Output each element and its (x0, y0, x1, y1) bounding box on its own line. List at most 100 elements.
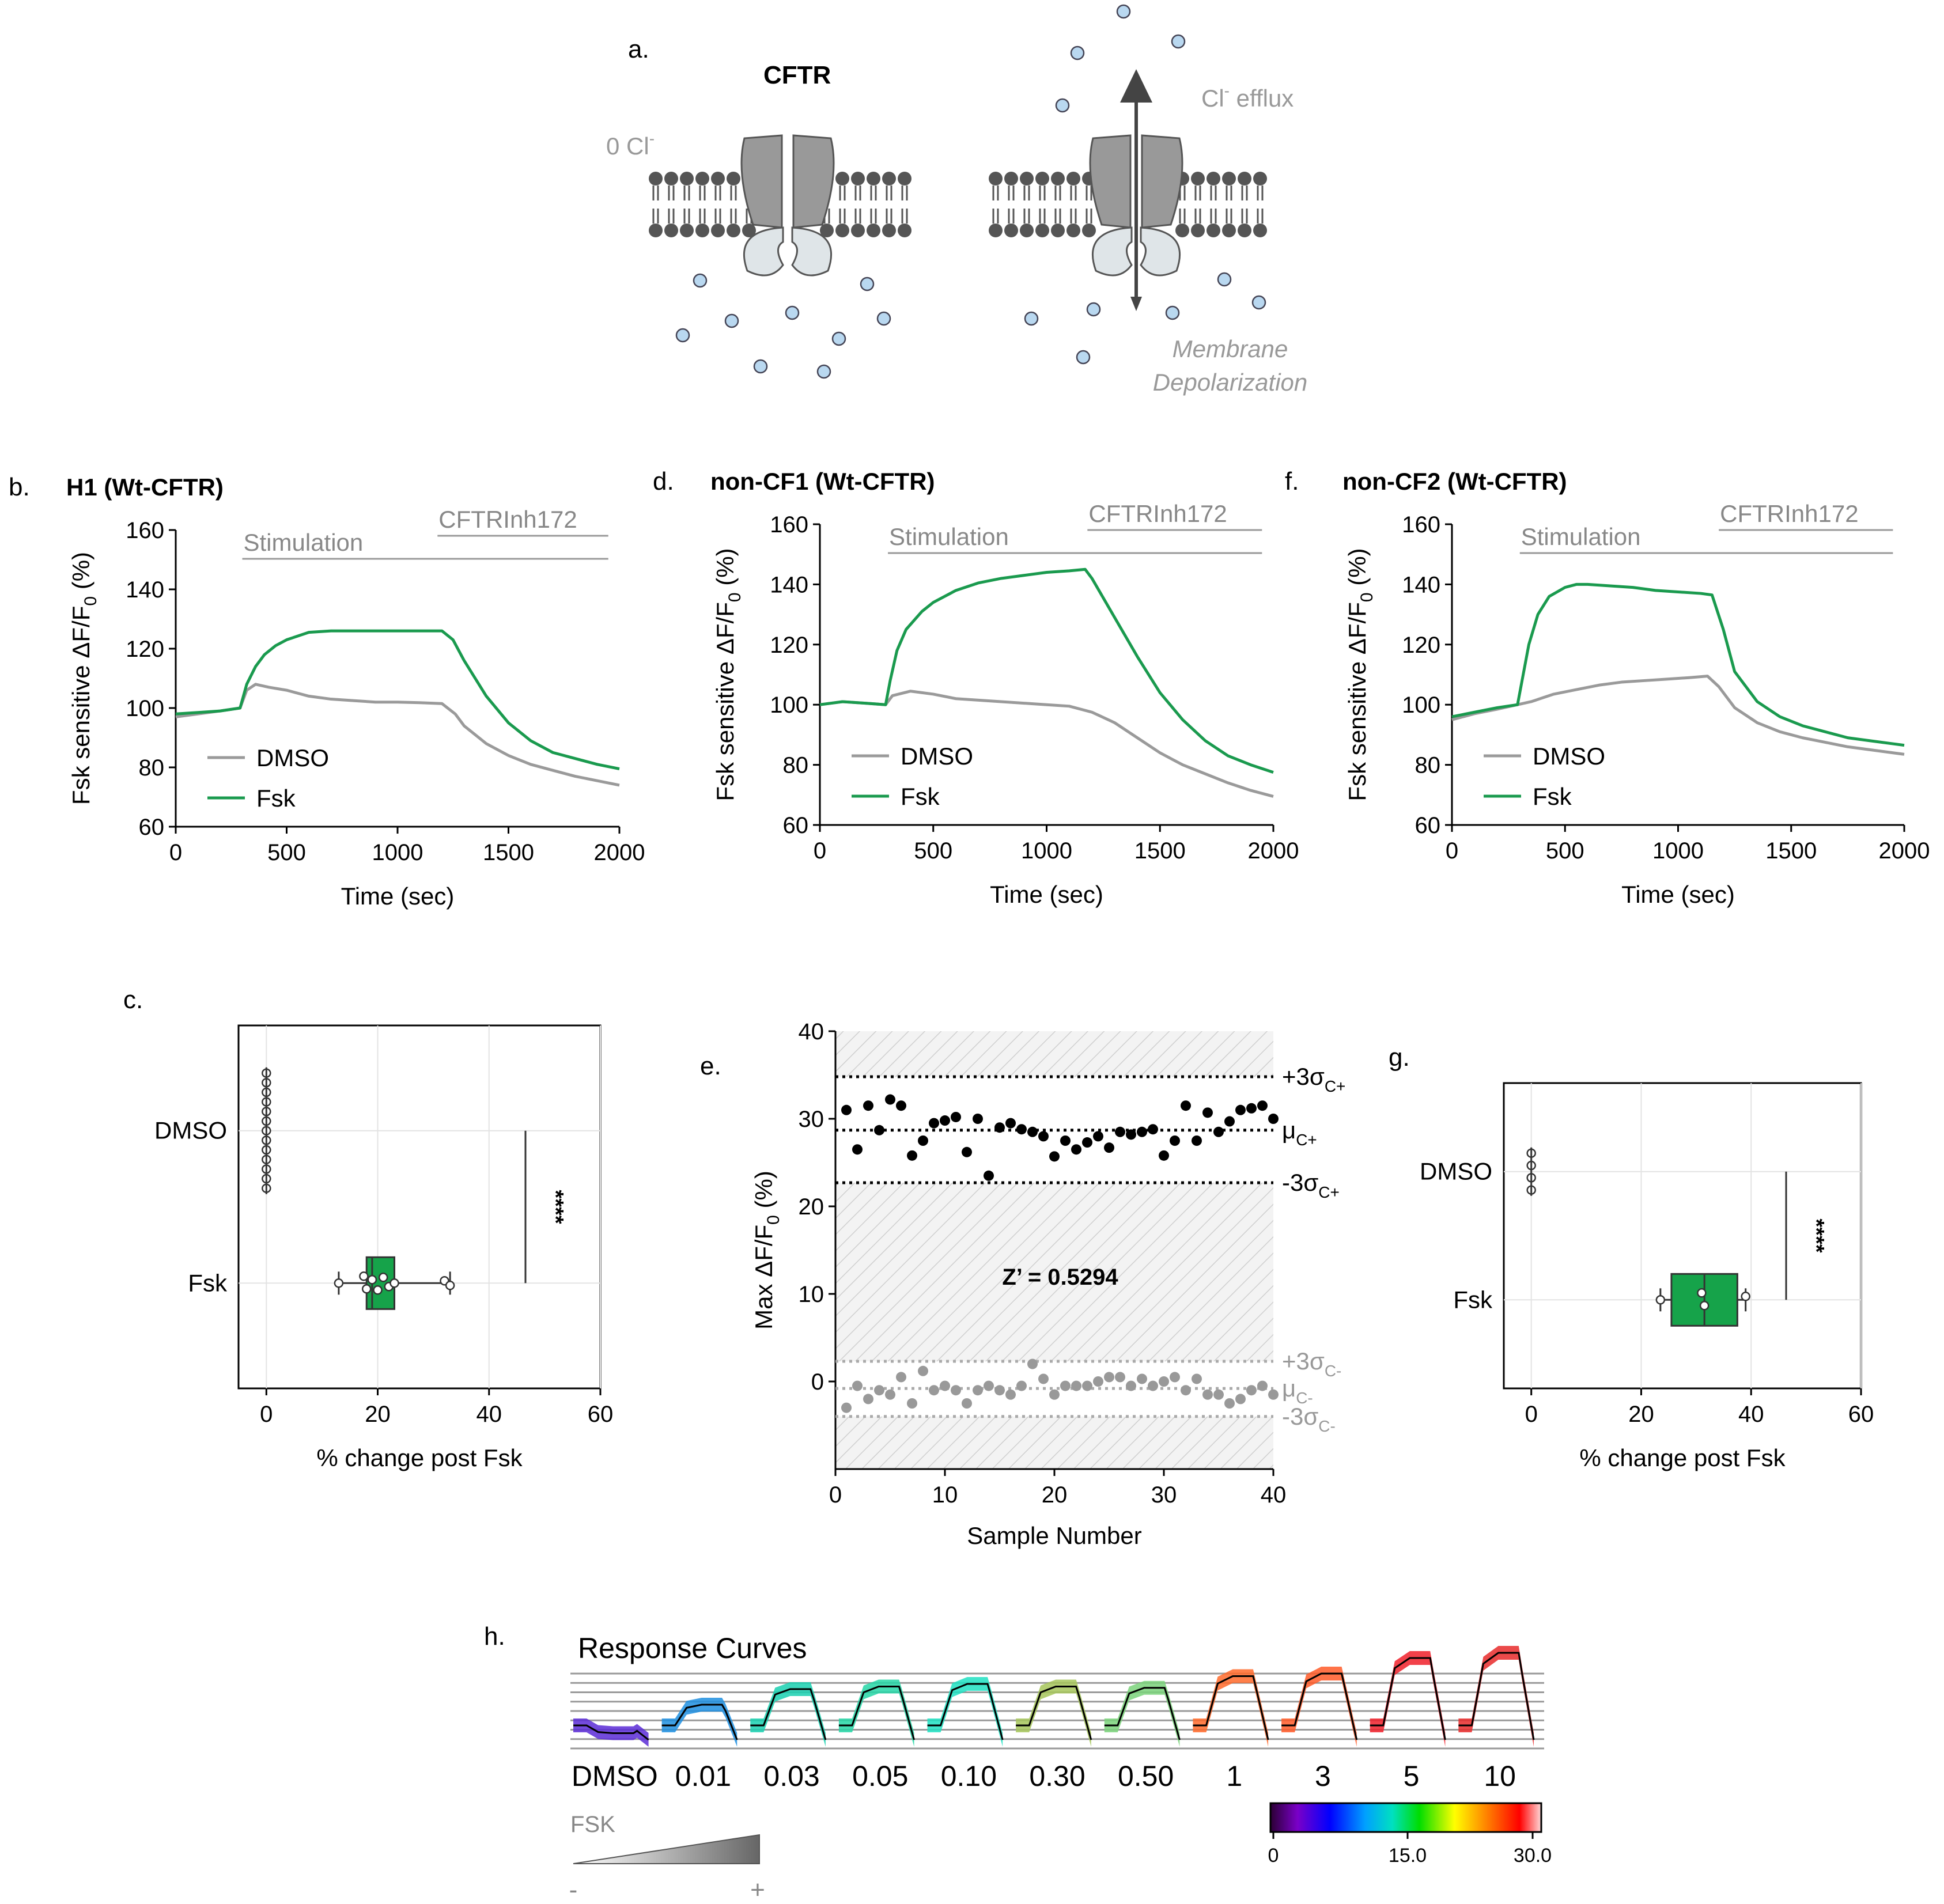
series-line-dmso (819, 690, 1274, 798)
y-tick-label: 160 (770, 512, 808, 537)
lipid-head (1004, 172, 1018, 186)
negative-control-point (929, 1385, 939, 1396)
x-tick-label: 1500 (483, 840, 534, 865)
positive-control-point (951, 1111, 961, 1122)
annotation-label: CFTRInh172 (1088, 500, 1227, 527)
response-mean-line (1281, 1672, 1358, 1740)
lipid-head (867, 172, 880, 186)
panel-a-diagram: a. CFTR 0 Cl- Cl- efflux Membrane Depola… (606, 4, 1307, 396)
negative-control-point (863, 1394, 873, 1405)
lipid-head (727, 224, 740, 237)
positive-control-point (1213, 1126, 1224, 1137)
dose-label: DMSO (572, 1760, 658, 1792)
fsk-point (367, 1275, 377, 1285)
lipid-head (1191, 224, 1205, 237)
panel-f-chart: f. non-CF2 (Wt-CFTR) 60 80 100 120 140 160 0 500 1… (1285, 467, 1930, 908)
panel-letter: b. (9, 473, 30, 501)
y-tick-label: 20 (799, 1194, 825, 1220)
response-band (1281, 1667, 1357, 1747)
y-tick-label: 140 (126, 577, 164, 603)
reference-label-subscript: C+ (1318, 1183, 1340, 1201)
response-mean-line (838, 1686, 915, 1740)
y-tick-label: 140 (770, 572, 808, 597)
lipid-head (1020, 172, 1034, 186)
depolarization-arrow-head (1130, 297, 1142, 311)
y-tick-label: 80 (139, 755, 165, 781)
lipid-head (695, 172, 709, 186)
positive-control-point (863, 1100, 873, 1111)
reference-label: +3σC- (1282, 1347, 1341, 1380)
legend-label: Fsk (901, 783, 940, 810)
x-tick-label: 60 (1848, 1402, 1874, 1427)
positive-control-point (1093, 1131, 1103, 1142)
x-tick-label: 0 (260, 1402, 273, 1427)
hatch-region-top (835, 1031, 1273, 1077)
fsk-minus-label: - (569, 1876, 578, 1904)
x-tick-label: 500 (267, 840, 306, 865)
positive-control-point (852, 1144, 863, 1155)
negative-control-point (918, 1365, 928, 1376)
x-tick-label: 500 (914, 838, 952, 864)
x-axis-label: Sample Number (967, 1522, 1141, 1549)
lipid-head (664, 172, 678, 186)
chloride-ion (1076, 350, 1091, 365)
cftr-subunit-right (792, 134, 835, 229)
fsk-point (1697, 1288, 1707, 1298)
lipid-head (1253, 224, 1267, 237)
panel-letter: f. (1285, 467, 1299, 495)
y-tick-label: 100 (126, 696, 164, 721)
reference-label: μC+ (1282, 1116, 1317, 1149)
fsk-point (1741, 1292, 1750, 1301)
annotation-label: Stimulation (1521, 523, 1641, 550)
negative-control-point (994, 1385, 1005, 1396)
lipid-head (649, 224, 663, 237)
colorbar-tick-label: 0 (1268, 1845, 1279, 1867)
dose-label: 1 (1226, 1760, 1242, 1792)
efflux-arrow-head (1120, 69, 1152, 103)
y-axis-label-main: Fsk sensitive ΔF/F (712, 602, 739, 801)
lipid-head (989, 172, 1003, 186)
panel-letter: e. (700, 1052, 721, 1080)
lipid-head (851, 172, 865, 186)
response-mean-line (927, 1683, 1004, 1740)
x-tick-label: 0 (169, 840, 182, 865)
response-curves-title: Response Curves (578, 1632, 807, 1664)
positive-control-point (1192, 1135, 1202, 1146)
nbd-right (1140, 226, 1181, 277)
negative-control-point (1104, 1372, 1114, 1383)
positive-control-point (929, 1118, 939, 1129)
x-tick-label: 2000 (594, 840, 645, 865)
negative-control-point (1246, 1385, 1257, 1396)
negative-control-point (1126, 1380, 1136, 1391)
y-tick-label: 10 (799, 1282, 825, 1307)
chloride-ion (1086, 302, 1101, 317)
chloride-ions (675, 4, 1266, 379)
legend-label: DMSO (256, 744, 329, 771)
cftr-subunit-right (1141, 134, 1183, 229)
positive-control-point (1005, 1118, 1016, 1129)
reference-label: μC- (1282, 1375, 1313, 1407)
nbd-right (791, 226, 832, 277)
x-tick-label: 40 (1738, 1402, 1764, 1427)
negative-control-point (841, 1402, 852, 1413)
negative-control-point (907, 1398, 917, 1409)
positive-control-point (841, 1104, 852, 1115)
negative-control-point (1038, 1373, 1049, 1384)
fsk-point (361, 1284, 372, 1294)
chloride-ion (1116, 4, 1131, 19)
negative-control-point (1005, 1389, 1016, 1400)
positive-control-point (1038, 1131, 1049, 1142)
reference-label: -3σC- (1282, 1403, 1336, 1435)
y-tick-label: 60 (1415, 813, 1441, 838)
legend-label: DMSO (1533, 743, 1605, 770)
negative-control-point (1268, 1389, 1279, 1400)
colorbar-tick-label: 30.0 (1514, 1845, 1552, 1867)
chloride-ion (1024, 311, 1039, 326)
fsk-plus-label: + (750, 1876, 765, 1904)
negative-control-point (1181, 1385, 1191, 1396)
fsk-point (359, 1271, 369, 1281)
chloride-ion (1055, 98, 1070, 113)
reference-label-subscript: C- (1318, 1417, 1336, 1435)
positive-control-point (973, 1114, 983, 1124)
chloride-ion (785, 305, 800, 320)
